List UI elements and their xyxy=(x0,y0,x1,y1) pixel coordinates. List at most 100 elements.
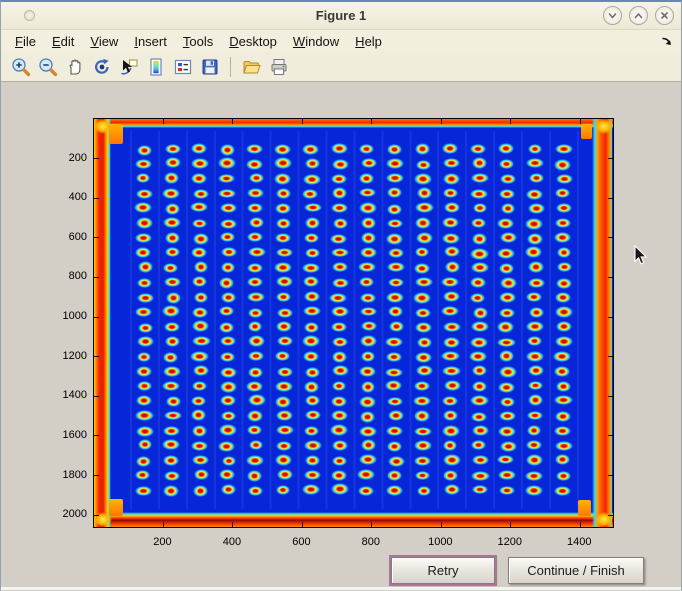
well xyxy=(498,143,515,154)
open-button[interactable] xyxy=(238,55,265,79)
well xyxy=(134,159,153,170)
rotate-3d-button[interactable] xyxy=(88,55,115,79)
well xyxy=(360,247,377,259)
maximize-button[interactable] xyxy=(629,6,648,25)
x-tick-mark xyxy=(232,522,234,527)
y-tick-mark xyxy=(608,395,613,397)
well xyxy=(497,248,516,259)
continue-finish-button[interactable]: Continue / Finish xyxy=(508,557,644,584)
well xyxy=(191,247,208,259)
well xyxy=(275,381,294,392)
well xyxy=(527,203,545,214)
menu-desktop[interactable]: Desktop xyxy=(229,33,277,49)
well xyxy=(303,426,320,436)
well xyxy=(330,395,348,407)
data-cursor-button[interactable] xyxy=(115,55,142,79)
print-button[interactable] xyxy=(265,55,292,79)
hot-corner xyxy=(595,512,613,527)
well xyxy=(413,396,431,406)
well xyxy=(164,203,181,216)
colorbar-button[interactable] xyxy=(142,55,169,79)
well xyxy=(525,484,544,497)
well xyxy=(500,203,516,214)
colorbar-icon xyxy=(149,57,162,76)
menu-insert[interactable]: Insert xyxy=(134,33,167,49)
menu-edit[interactable]: Edit xyxy=(51,33,75,49)
axes-plot[interactable] xyxy=(93,118,614,528)
x-tick-mark xyxy=(301,119,303,124)
well xyxy=(191,307,208,318)
well xyxy=(164,232,180,244)
retry-button[interactable]: Retry xyxy=(391,557,495,584)
well xyxy=(246,425,263,435)
well xyxy=(444,261,460,273)
save-button[interactable] xyxy=(196,55,223,79)
window-controls xyxy=(603,6,674,25)
well xyxy=(164,143,181,154)
well xyxy=(498,350,514,362)
dock-arrow-icon[interactable] xyxy=(660,34,673,52)
mouse-cursor-icon xyxy=(634,244,649,271)
plate-tab xyxy=(578,500,591,516)
window-menu-button[interactable] xyxy=(24,10,35,21)
well xyxy=(163,263,179,273)
menu-file[interactable]: File xyxy=(15,33,36,49)
well xyxy=(443,469,459,482)
well xyxy=(304,470,322,481)
well xyxy=(331,322,348,333)
well xyxy=(386,204,403,215)
menu-tools[interactable]: Tools xyxy=(182,33,214,49)
well xyxy=(162,305,181,318)
y-tick-label: 1000 xyxy=(62,310,87,323)
well xyxy=(220,380,237,393)
well xyxy=(192,485,208,497)
well xyxy=(386,172,405,183)
well xyxy=(555,440,574,451)
well xyxy=(386,261,405,273)
well xyxy=(137,277,152,288)
well xyxy=(470,394,489,407)
well xyxy=(470,276,486,289)
shade-window-button[interactable] xyxy=(603,6,622,25)
well xyxy=(137,144,153,156)
well xyxy=(305,409,321,421)
well xyxy=(190,351,209,363)
well xyxy=(359,366,377,377)
well xyxy=(415,202,434,214)
zoom-in-button[interactable] xyxy=(7,55,34,79)
menu-view[interactable]: View xyxy=(90,33,119,49)
well xyxy=(555,454,571,466)
well xyxy=(414,247,430,257)
x-tick-label: 1400 xyxy=(567,536,592,548)
well xyxy=(442,440,458,452)
well xyxy=(191,454,209,466)
well xyxy=(193,292,209,303)
well xyxy=(414,410,431,422)
close-icon xyxy=(661,12,668,19)
well xyxy=(415,470,431,481)
pan-button[interactable] xyxy=(61,55,88,79)
well xyxy=(191,172,207,184)
well xyxy=(247,247,266,258)
well xyxy=(246,410,263,422)
well xyxy=(387,143,403,156)
well xyxy=(554,159,572,171)
well xyxy=(165,291,181,304)
well xyxy=(332,278,350,289)
well xyxy=(555,188,570,199)
well xyxy=(498,381,515,393)
legend-button[interactable] xyxy=(169,55,196,79)
zoom-out-button[interactable] xyxy=(34,55,61,79)
well xyxy=(220,484,236,496)
well xyxy=(247,335,265,347)
menu-help[interactable]: Help xyxy=(355,33,382,49)
close-button[interactable] xyxy=(655,6,674,25)
x-tick-mark xyxy=(510,522,512,527)
x-tick-label: 1000 xyxy=(428,536,453,548)
well xyxy=(219,469,235,481)
window-title: Figure 1 xyxy=(315,8,367,23)
well xyxy=(358,395,376,408)
well xyxy=(220,247,237,257)
well xyxy=(277,336,293,346)
menu-window[interactable]: Window xyxy=(292,33,340,49)
